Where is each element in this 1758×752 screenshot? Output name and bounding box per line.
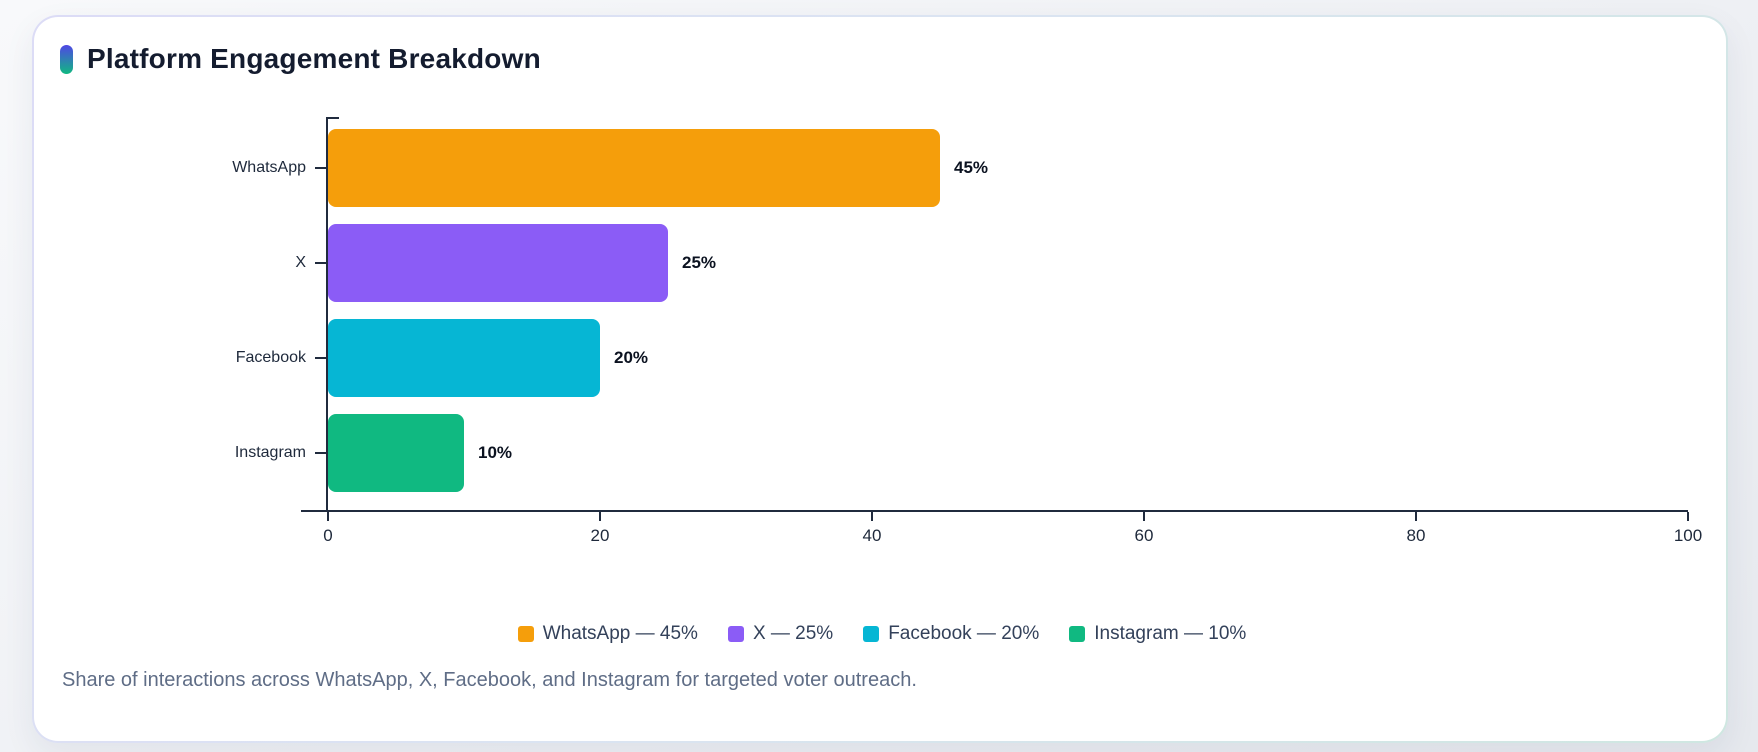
y-axis-line bbox=[326, 117, 328, 512]
legend-label: Instagram — 10% bbox=[1094, 623, 1247, 644]
category-tick-instagram bbox=[315, 452, 328, 454]
card-header: Platform Engagement Breakdown bbox=[60, 43, 541, 75]
x-tick-100 bbox=[1687, 512, 1689, 521]
bar-facebook[interactable] bbox=[328, 319, 600, 397]
category-tick-x bbox=[315, 262, 328, 264]
value-label-whatsapp: 45% bbox=[954, 158, 989, 177]
x-tick-label-80: 80 bbox=[1406, 526, 1426, 545]
x-tick-40 bbox=[871, 512, 873, 521]
legend-label: Facebook — 20% bbox=[888, 623, 1040, 644]
category-label-facebook: Facebook bbox=[235, 349, 306, 366]
legend-item-whatsapp[interactable]: WhatsApp — 45% bbox=[517, 623, 698, 645]
legend-item-facebook[interactable]: Facebook — 20% bbox=[863, 623, 1039, 645]
bar-whatsapp[interactable] bbox=[328, 129, 940, 207]
category-label-x: X bbox=[295, 254, 306, 271]
x-tick-0 bbox=[327, 512, 329, 521]
legend-swatch-icon bbox=[863, 626, 880, 642]
x-tick-label-60: 60 bbox=[1134, 526, 1154, 545]
chart-card: Platform Engagement Breakdown WhatsApp 45… bbox=[34, 17, 1726, 741]
category-label-instagram: Instagram bbox=[234, 444, 306, 461]
y-axis-top-cap bbox=[326, 117, 339, 119]
chart-caption: Share of interactions across WhatsApp, X… bbox=[62, 669, 917, 691]
x-tick-label-40: 40 bbox=[862, 526, 882, 545]
x-axis-line bbox=[301, 510, 1688, 512]
chart-title: Platform Engagement Breakdown bbox=[87, 43, 541, 74]
legend-swatch-icon bbox=[1069, 626, 1086, 642]
legend-label: X — 25% bbox=[752, 623, 834, 644]
x-tick-label-20: 20 bbox=[590, 526, 610, 545]
legend-item-x[interactable]: X — 25% bbox=[727, 623, 834, 645]
bar-x[interactable] bbox=[328, 224, 668, 302]
value-label-x: 25% bbox=[682, 253, 717, 272]
legend-swatch-icon bbox=[517, 626, 534, 642]
accent-pill-icon bbox=[60, 44, 73, 74]
category-tick-facebook bbox=[315, 357, 328, 359]
legend-label: WhatsApp — 45% bbox=[542, 623, 698, 644]
x-tick-60 bbox=[1143, 512, 1145, 521]
legend-swatch-icon bbox=[727, 626, 744, 642]
legend-item-instagram[interactable]: Instagram — 10% bbox=[1069, 623, 1246, 645]
bar-instagram[interactable] bbox=[328, 414, 464, 492]
value-label-instagram: 10% bbox=[478, 443, 513, 462]
x-tick-label-100: 100 bbox=[1673, 526, 1703, 545]
chart-legend: WhatsApp — 45% X — 25% Facebook — 20% Insta… bbox=[34, 623, 1730, 645]
bar-chart: WhatsApp 45% X 25% Facebook 20% Instagram 10% 0 2… bbox=[34, 17, 1730, 745]
category-tick-whatsapp bbox=[315, 167, 328, 169]
x-tick-label-0: 0 bbox=[323, 526, 333, 545]
value-label-facebook: 20% bbox=[614, 348, 649, 367]
x-tick-80 bbox=[1415, 512, 1417, 521]
category-label-whatsapp: WhatsApp bbox=[232, 159, 306, 176]
chart-card-border: Platform Engagement Breakdown WhatsApp 45… bbox=[32, 15, 1728, 743]
x-tick-20 bbox=[599, 512, 601, 521]
